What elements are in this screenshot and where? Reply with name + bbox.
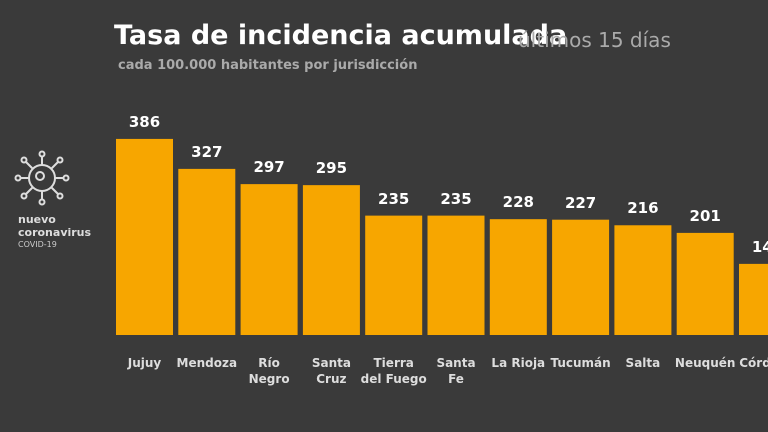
- bar: [365, 215, 423, 335]
- virus-icon: [14, 150, 70, 206]
- bar: [427, 215, 485, 335]
- x-tick-label: Santa Fe: [436, 356, 476, 386]
- bar: [614, 225, 672, 335]
- x-tick-label: Salta: [625, 356, 661, 370]
- value-label: 295: [315, 159, 348, 178]
- bar: [552, 219, 610, 335]
- value-label: 386: [128, 112, 161, 131]
- bar: [676, 232, 734, 335]
- value-label: 140: [751, 237, 768, 256]
- value-label: 216: [627, 199, 659, 218]
- x-tick-label: Mendoza: [176, 356, 238, 370]
- bar: [302, 185, 360, 335]
- bar: [240, 184, 298, 335]
- value-label: 228: [502, 193, 534, 212]
- x-tick-label: La Rioja: [491, 356, 546, 370]
- badge-line: nuevo: [18, 213, 56, 226]
- value-label: 235: [440, 189, 472, 208]
- x-tick-label: Tucumán: [550, 356, 611, 370]
- badge-line: coronavirus: [18, 226, 92, 239]
- x-tick-label: Córdoba: [739, 356, 768, 370]
- value-label: 297: [253, 158, 285, 177]
- value-label: 235: [378, 189, 410, 208]
- bar: [116, 138, 173, 335]
- x-tick-label: Santa Cruz: [311, 356, 351, 386]
- value-label: 201: [689, 206, 721, 225]
- x-tick-label: Jujuy: [127, 356, 162, 370]
- x-tick-label: Río Negro: [248, 356, 290, 386]
- bar: [739, 263, 768, 335]
- badge-line: COVID-19: [18, 240, 57, 249]
- x-tick-label: Neuquén: [674, 356, 736, 370]
- value-label: 327: [191, 142, 223, 161]
- x-tick-label: Tierra del Fuego: [360, 356, 427, 386]
- title-suffix: últimos 15 días: [518, 28, 671, 52]
- bar: [178, 168, 236, 335]
- chart-subtitle: cada 100.000 habitantes por jurisdicción: [118, 58, 418, 73]
- value-label: 227: [564, 193, 597, 212]
- chart-title: Tasa de incidencia acumulada: [114, 20, 568, 51]
- bar: [489, 219, 547, 335]
